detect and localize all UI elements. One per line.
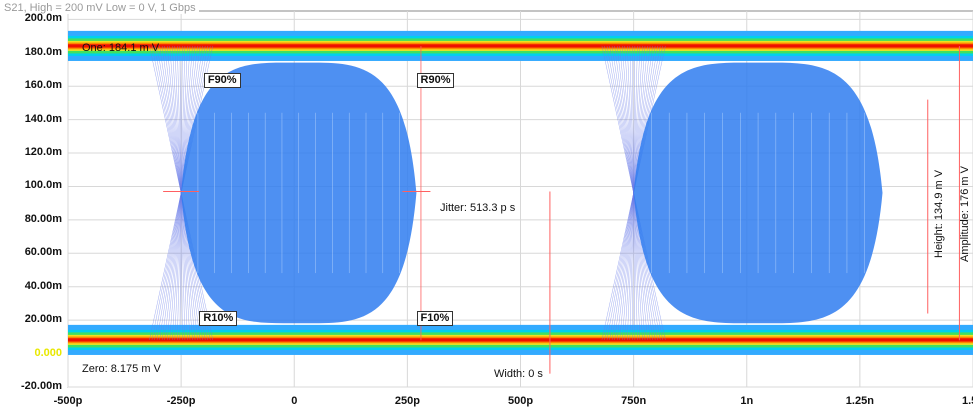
- amplitude-annotation: Amplitude: 176 m V: [959, 166, 971, 262]
- y-tick-label: 120.0m: [24, 146, 62, 159]
- y-tick-label: 0.000: [34, 346, 62, 359]
- y-tick-label: 100.0m: [24, 179, 62, 192]
- eye-opening-1: [181, 62, 417, 324]
- x-tick-label: 250p: [394, 395, 420, 407]
- x-tick-label: 1.5: [962, 395, 973, 407]
- x-tick-label: 1.25n: [845, 395, 874, 407]
- eye-center-1: [263, 66, 335, 317]
- y-tick-label: 140.0m: [24, 112, 62, 125]
- eye-opening-2: [633, 62, 883, 324]
- zero-level-rail: [68, 338, 973, 342]
- y-tick-label: 80.00m: [24, 212, 62, 225]
- zero-level-annotation: Zero: 8.175 m V: [82, 363, 161, 375]
- height-annotation: Height: 134.9 m V: [933, 169, 945, 258]
- x-tick-label: 0: [291, 395, 298, 407]
- x-tick-label: 750n: [621, 395, 647, 407]
- x-tick-label: 1n: [740, 395, 754, 407]
- threshold-tag: F10%: [416, 311, 454, 327]
- y-tick-label: 40.00m: [24, 279, 62, 292]
- y-tick-label: 160.0m: [24, 79, 62, 92]
- y-tick-label: 20.00m: [24, 313, 62, 326]
- x-tick-label: -500p: [53, 395, 83, 407]
- threshold-tag: F90%: [203, 72, 241, 88]
- x-tick-label: -250p: [166, 395, 196, 407]
- one-level-rail: [68, 44, 973, 48]
- x-tick-label: 500p: [507, 395, 534, 407]
- y-tick-label: 60.00m: [24, 246, 62, 259]
- chart-title: S21, High = 200 mV Low = 0 V, 1 Gbps: [4, 2, 199, 14]
- one-level-annotation: One: 184.1 m V: [82, 42, 160, 54]
- width-annotation: Width: 0 s: [494, 368, 543, 380]
- y-tick-label: -20.00m: [21, 380, 62, 392]
- y-tick-label: 200.0m: [24, 12, 62, 25]
- jitter-annotation: Jitter: 513.3 p s: [440, 202, 516, 214]
- threshold-tag: R90%: [416, 72, 455, 88]
- y-tick-label: 180.0m: [24, 45, 62, 58]
- threshold-tag: R10%: [199, 311, 238, 327]
